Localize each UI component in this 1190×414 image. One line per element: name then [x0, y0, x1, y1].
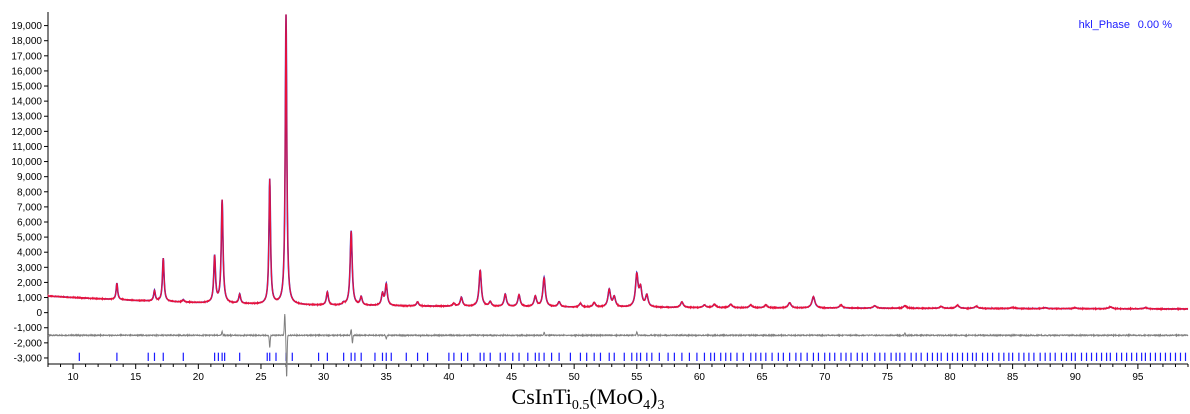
x-tick-label: 50	[569, 372, 581, 383]
legend-entry-name: hkl_Phase	[1079, 19, 1130, 31]
y-tick-label: -3,000	[14, 353, 43, 364]
x-tick-label: 30	[318, 372, 330, 383]
x-tick-label: 60	[694, 372, 706, 383]
y-tick-label: 16,000	[11, 66, 42, 77]
x-tick-label: 35	[381, 372, 393, 383]
x-tick-label: 75	[882, 372, 894, 383]
calculated-pattern-line	[47, 14, 1188, 310]
y-tick-label: -1,000	[14, 323, 43, 334]
legend-entry-value: 0.00 %	[1138, 19, 1172, 31]
x-tick-label: 15	[130, 372, 142, 383]
x-tick-label: 25	[255, 372, 267, 383]
x-axis-ticks: 10 15 20 25 30 35 40 45 50 55 60 65 70 75 80 85 90 95	[47, 364, 1189, 383]
y-tick-label: 13,000	[11, 112, 42, 123]
x-tick-label: 40	[443, 372, 455, 383]
y-tick-label: 12,000	[11, 127, 42, 138]
x-tick-label: 10	[67, 372, 79, 383]
x-tick-label: 55	[631, 372, 643, 383]
y-tick-label: 10,000	[11, 157, 42, 168]
y-tick-label: 11,000	[12, 142, 42, 153]
legend: hkl_Phase 0.00 %	[1079, 19, 1173, 31]
chart-axes	[47, 12, 1188, 365]
x-tick-label: 95	[1132, 372, 1144, 383]
x-tick-label: 70	[819, 372, 831, 383]
y-tick-label: 0	[36, 308, 42, 319]
y-tick-label: 5,000	[17, 233, 42, 244]
y-tick-label: 18,000	[11, 36, 42, 47]
y-tick-label: 9,000	[17, 172, 42, 183]
y-tick-label: 7,000	[17, 202, 42, 213]
x-tick-label: 45	[506, 372, 518, 383]
x-tick-label: 20	[193, 372, 205, 383]
reflection-markers	[78, 352, 1187, 361]
y-tick-label: 4,000	[17, 248, 42, 259]
y-tick-label: 3,000	[17, 263, 42, 274]
observed-pattern-line	[47, 14, 1189, 312]
y-tick-label: -2,000	[14, 338, 43, 349]
x-tick-label: 80	[944, 372, 956, 383]
y-tick-label: 19,000	[11, 21, 42, 32]
y-tick-label: 6,000	[17, 217, 42, 228]
y-axis-ticks: -3,000 -2,000 -1,000 0 1,000 2,000 3,000 4,000 5…	[11, 21, 48, 364]
chart-title: CsInTi0.5(MoO4)3	[512, 384, 665, 413]
x-tick-label: 65	[757, 372, 769, 383]
y-tick-label: 17,000	[11, 51, 42, 62]
y-tick-label: 14,000	[11, 97, 42, 108]
y-tick-label: 8,000	[17, 187, 42, 198]
x-tick-label: 90	[1070, 372, 1082, 383]
y-tick-label: 1,000	[17, 293, 42, 304]
y-tick-label: 2,000	[17, 278, 42, 289]
difference-curve	[47, 313, 1189, 377]
y-tick-label: 15,000	[11, 82, 42, 93]
x-tick-label: 85	[1007, 372, 1019, 383]
